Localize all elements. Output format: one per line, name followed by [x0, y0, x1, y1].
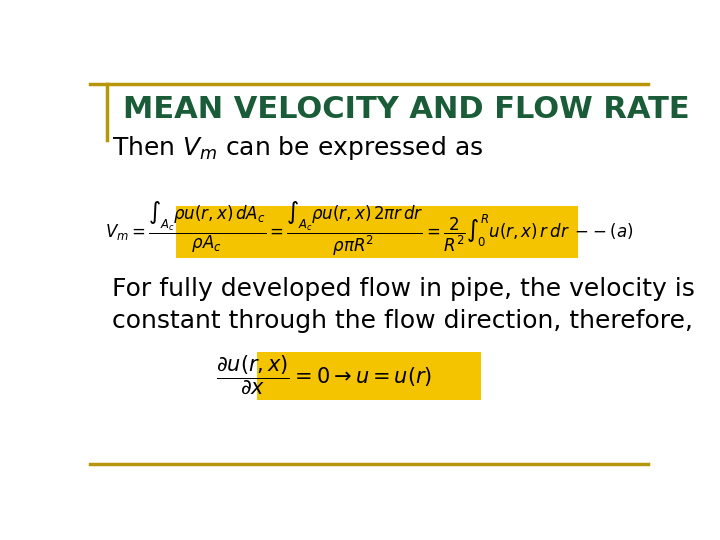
Bar	[258, 352, 481, 400]
Bar	[176, 206, 578, 258]
Text: For fully developed flow in pipe, the velocity is: For fully developed flow in pipe, the ve…	[112, 278, 696, 301]
Text: MEAN VELOCITY AND FLOW RATE: MEAN VELOCITY AND FLOW RATE	[124, 95, 690, 124]
Text: $V_m = \dfrac{\int_{A_c} \rho u(r,x)\,dA_c}{\rho A_c} = \dfrac{\int_{A_c} \rho u: $V_m = \dfrac{\int_{A_c} \rho u(r,x)\,dA…	[105, 200, 633, 258]
Text: Then $V_m$ can be expressed as: Then $V_m$ can be expressed as	[112, 134, 484, 162]
Text: constant through the flow direction, therefore,: constant through the flow direction, the…	[112, 308, 693, 333]
Text: $\dfrac{\partial u(r,x)}{\partial x} = 0 \rightarrow u = u(r)$: $\dfrac{\partial u(r,x)}{\partial x} = 0…	[216, 353, 433, 396]
